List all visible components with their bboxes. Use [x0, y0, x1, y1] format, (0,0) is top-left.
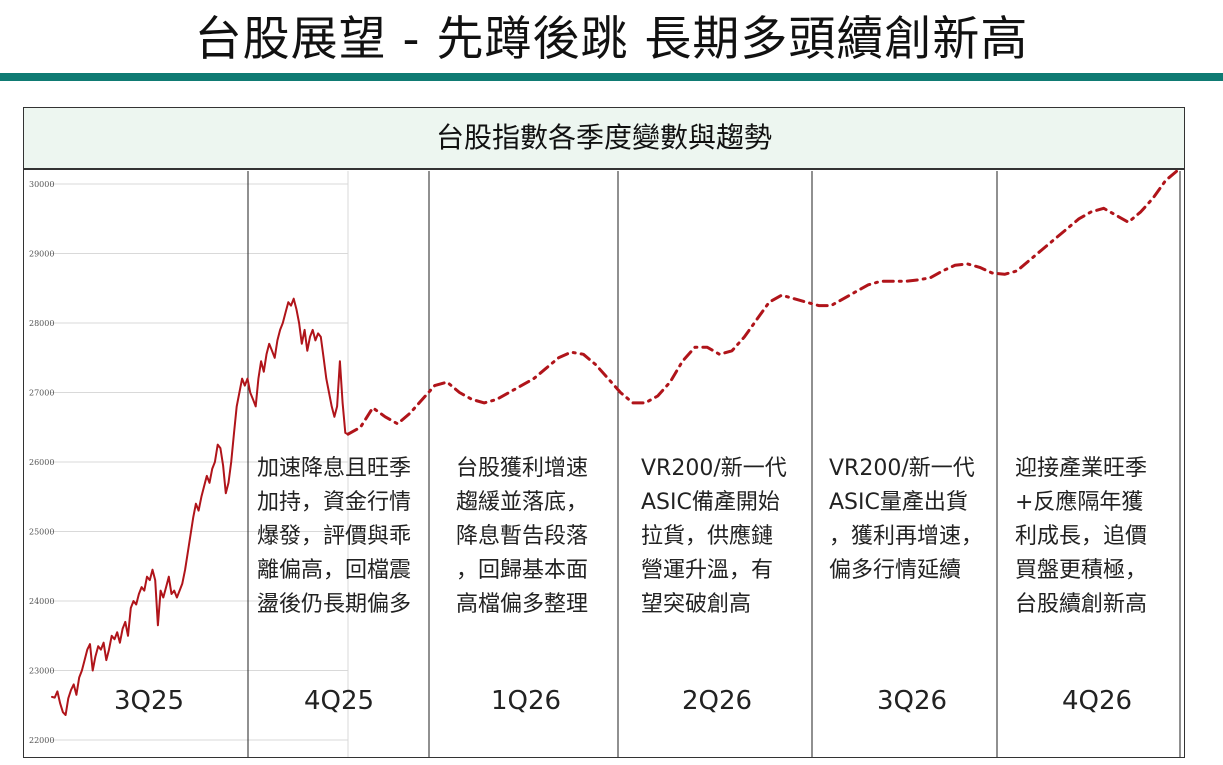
forecast-series-line — [346, 168, 1180, 436]
chart-panel: 台股指數各季度變數與趨勢 — [23, 107, 1185, 758]
y-tick-label: 28000 — [29, 319, 54, 328]
y-tick-label: 24000 — [29, 597, 54, 606]
y-tick-label: 29000 — [29, 250, 54, 259]
quarter-label-4q26: 4Q26 — [1061, 686, 1133, 716]
panel-header: 台股指數各季度變數與趨勢 — [24, 108, 1184, 170]
quarter-note-1q26: 台股獲利增速 趨緩並落底， 降息暫告段落 ，回歸基本面 高檔偏多整理 — [456, 456, 589, 617]
y-axis-ticks: 22000 23000 24000 25000 26000 27000 28000 29000… — [29, 180, 54, 745]
y-tick-label: 22000 — [29, 736, 54, 745]
quarter-label-1q26: 1Q26 — [490, 686, 562, 716]
quarter-label-2q26: 2Q26 — [681, 686, 753, 716]
y-tick-label: 30000 — [29, 180, 54, 189]
y-tick-label: 23000 — [29, 667, 54, 676]
y-tick-label: 26000 — [29, 458, 54, 467]
title-divider — [0, 73, 1223, 81]
quarter-dividers — [247, 171, 1181, 757]
quarter-note-4q25: 加速降息且旺季 加持，資金行情 爆發，評價與乖 離偏高，回檔震 盪後仍長期偏多 — [257, 456, 412, 617]
quarter-note-2q26: VR200/新一代 ASIC備產開始 拉貨，供應鏈 營運升溫，有 望突破創高 — [641, 456, 787, 617]
quarter-label-3q26: 3Q26 — [876, 686, 948, 716]
gridlines — [50, 171, 349, 757]
y-tick-label: 25000 — [29, 528, 54, 537]
quarter-note-3q26: VR200/新一代 ASIC量產出貨 ，獲利再增速， 偏多行情延續 — [829, 456, 984, 583]
slide-title: 台股展望 - 先蹲後跳 長期多頭續創新高 — [194, 12, 1029, 67]
quarter-label-3q25: 3Q25 — [113, 686, 185, 716]
y-tick-label: 27000 — [29, 389, 54, 398]
quarter-label-4q25: 4Q25 — [303, 686, 375, 716]
series — [51, 168, 1180, 716]
quarter-note-4q26: 迎接產業旺季 +反應隔年獲 利成長，追價 買盤更積極， 台股續創新高 — [1015, 456, 1148, 617]
actual-series-line — [51, 297, 349, 716]
